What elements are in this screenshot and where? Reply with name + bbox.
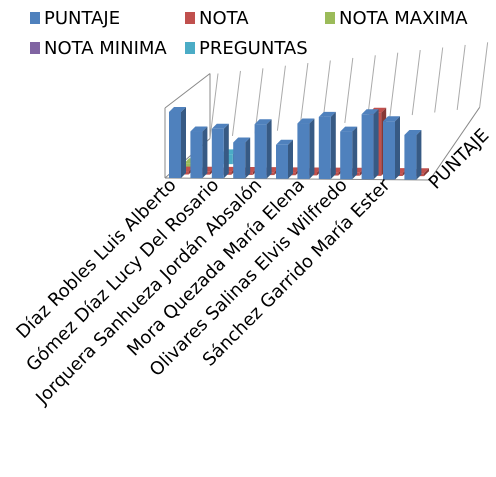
bar-top xyxy=(340,126,358,132)
wall-grid xyxy=(434,47,444,113)
bar xyxy=(361,114,374,180)
wall-grid xyxy=(209,73,219,139)
wall-grid xyxy=(344,57,354,123)
legend-swatch xyxy=(185,12,195,24)
bar-top xyxy=(404,129,422,135)
bar-top xyxy=(233,137,251,143)
bar xyxy=(276,144,288,179)
bar xyxy=(404,134,417,180)
bar-side xyxy=(373,109,379,180)
wall-grid xyxy=(231,70,241,136)
bar-side xyxy=(245,137,251,179)
bar-side xyxy=(395,116,400,180)
bar-side xyxy=(309,118,315,179)
legend-label: PREGUNTAS xyxy=(199,38,308,59)
legend-label: PUNTAJE xyxy=(44,8,120,29)
bar-side xyxy=(181,106,186,178)
legend-label: NOTA MINIMA xyxy=(44,38,167,59)
legend-swatch xyxy=(325,12,335,24)
bar-top xyxy=(190,126,208,132)
bar-top xyxy=(276,139,293,145)
bar-top xyxy=(254,119,272,125)
bar-side xyxy=(352,126,358,180)
bar-side xyxy=(266,119,272,179)
legend-swatch xyxy=(30,12,40,24)
bar-top xyxy=(383,116,400,122)
bar xyxy=(190,131,203,179)
bar-top xyxy=(361,109,379,115)
bar xyxy=(297,123,310,179)
wall-grid xyxy=(456,44,466,110)
bar-side xyxy=(223,123,229,179)
depth-label: PUNTAJE xyxy=(425,125,494,194)
wall-grid xyxy=(479,42,489,108)
bar-side xyxy=(202,126,208,179)
bar-side xyxy=(330,111,336,180)
floor-edge xyxy=(429,107,481,181)
floor-edge xyxy=(164,177,430,181)
bar-side xyxy=(424,168,429,177)
legend-swatch xyxy=(185,42,195,54)
legend-swatch xyxy=(30,42,40,54)
bar-side xyxy=(288,139,293,179)
bar-top xyxy=(318,111,336,117)
bar-side xyxy=(416,129,422,180)
bar-top xyxy=(211,123,229,129)
bar-top xyxy=(297,118,315,124)
bar xyxy=(318,116,331,180)
legend-label: NOTA MAXIMA xyxy=(339,8,468,29)
wall-grid xyxy=(389,52,399,118)
bar-top xyxy=(169,106,186,112)
wall-edge xyxy=(164,73,211,109)
bar xyxy=(233,142,246,179)
wall-grid xyxy=(411,50,421,116)
bar xyxy=(211,128,224,179)
legend-label: NOTA xyxy=(199,8,249,29)
bar xyxy=(383,121,395,180)
wall-grid xyxy=(299,63,309,129)
wall-grid xyxy=(254,68,264,134)
bar xyxy=(169,111,181,178)
bar xyxy=(340,131,353,180)
bar xyxy=(254,124,267,179)
wall-grid xyxy=(276,65,286,131)
